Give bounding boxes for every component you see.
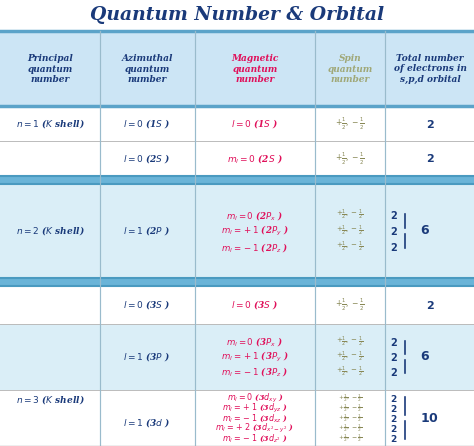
Text: Quantum Number & Orbital: Quantum Number & Orbital	[90, 6, 384, 24]
Text: $\mathbf{2}$: $\mathbf{2}$	[390, 225, 398, 237]
Text: $m_l = -1$ (2$P_z$ ): $m_l = -1$ (2$P_z$ )	[221, 240, 289, 253]
Text: $l = 0$ (3$S$ ): $l = 0$ (3$S$ )	[231, 298, 279, 311]
Bar	[0, 390, 474, 446]
Text: $+\frac{1}{2},-\frac{1}{2}$: $+\frac{1}{2},-\frac{1}{2}$	[338, 432, 362, 444]
Bar	[0, 176, 474, 184]
Text: $\mathbf{6}$: $\mathbf{6}$	[420, 224, 430, 238]
Text: $m_l = 0$ (2$S$ ): $m_l = 0$ (2$S$ )	[227, 152, 283, 165]
Text: $l = 1$ (2$P$ ): $l = 1$ (2$P$ )	[123, 224, 171, 237]
Text: $n = 3$ ($K$ shell): $n = 3$ ($K$ shell)	[16, 393, 84, 406]
Text: $\mathbf{2}$: $\mathbf{2}$	[390, 351, 398, 363]
Text: $l = 0$ (3$S$ ): $l = 0$ (3$S$ )	[123, 298, 171, 311]
Text: $+\frac{1}{2},-\frac{1}{2}$: $+\frac{1}{2},-\frac{1}{2}$	[337, 335, 364, 349]
Text: $+\frac{1}{2},-\frac{1}{2}$: $+\frac{1}{2},-\frac{1}{2}$	[338, 392, 362, 404]
Text: $m_l = -1$ (3$d_{z^2}$ ): $m_l = -1$ (3$d_{z^2}$ )	[222, 432, 288, 444]
Text: $+\frac{1}{2},-\frac{1}{2}$: $+\frac{1}{2},-\frac{1}{2}$	[337, 240, 364, 254]
Text: $\mathbf{2}$: $\mathbf{2}$	[426, 299, 434, 311]
Text: $l = 0$ (1$S$ ): $l = 0$ (1$S$ )	[231, 117, 279, 130]
Text: $m_l = 0$ (3$d_{xy}$ ): $m_l = 0$ (3$d_{xy}$ )	[227, 392, 283, 405]
Text: $+\frac{1}{2},-\frac{1}{2}$: $+\frac{1}{2},-\frac{1}{2}$	[337, 365, 364, 379]
Bar	[0, 0, 474, 31]
Text: $\mathbf{2}$: $\mathbf{2}$	[390, 413, 398, 424]
Text: $\mathbf{2}$: $\mathbf{2}$	[426, 153, 434, 165]
Text: $+\frac{1}{2},-\frac{1}{2}$: $+\frac{1}{2},-\frac{1}{2}$	[335, 150, 365, 167]
Text: $l = 0$ (2$S$ ): $l = 0$ (2$S$ )	[123, 152, 171, 165]
Text: Azimuthal
quantum
number: Azimuthal quantum number	[121, 54, 173, 84]
Text: $l = 1$ (3$P$ ): $l = 1$ (3$P$ )	[123, 351, 171, 363]
Text: $\mathbf{2}$: $\mathbf{2}$	[390, 422, 398, 434]
Text: $m_l = +2$ (3$d_{x^2-y^2}$ ): $m_l = +2$ (3$d_{x^2-y^2}$ )	[215, 421, 295, 434]
Text: $m_l = +1$ (3$P_y$ ): $m_l = +1$ (3$P_y$ )	[221, 350, 289, 364]
Bar	[0, 31, 474, 106]
Text: $\mathbf{6}$: $\mathbf{6}$	[420, 351, 430, 363]
Text: $n = 1$ ($K$ shell): $n = 1$ ($K$ shell)	[16, 117, 84, 130]
Bar	[0, 286, 474, 324]
Text: $+\frac{1}{2},-\frac{1}{2}$: $+\frac{1}{2},-\frac{1}{2}$	[337, 350, 364, 364]
Bar	[0, 324, 474, 390]
Text: Total number
of electrons in
s,p,d orbital: Total number of electrons in s,p,d orbit…	[393, 54, 466, 84]
Text: $m_l = -1$ (3$d_{xz}$ ): $m_l = -1$ (3$d_{xz}$ )	[222, 412, 288, 424]
Text: $\mathbf{10}$: $\mathbf{10}$	[420, 412, 439, 425]
Bar	[0, 184, 474, 278]
Text: $+\frac{1}{2},-\frac{1}{2}$: $+\frac{1}{2},-\frac{1}{2}$	[337, 224, 364, 238]
Text: $\mathbf{2}$: $\mathbf{2}$	[390, 392, 398, 404]
Text: $m_l = 0$ (2$P_x$ ): $m_l = 0$ (2$P_x$ )	[227, 208, 283, 222]
Text: $m_l = +1$ (2$P_y$ ): $m_l = +1$ (2$P_y$ )	[221, 224, 289, 238]
Text: $\mathbf{2}$: $\mathbf{2}$	[390, 241, 398, 253]
Text: Magnetic
quantum
number: Magnetic quantum number	[231, 54, 279, 84]
Text: $\mathbf{2}$: $\mathbf{2}$	[390, 209, 398, 221]
Text: $+\frac{1}{2},-\frac{1}{2}$: $+\frac{1}{2},-\frac{1}{2}$	[337, 208, 364, 222]
Bar	[0, 106, 474, 141]
Text: $+\frac{1}{2},-\frac{1}{2}$: $+\frac{1}{2},-\frac{1}{2}$	[338, 412, 362, 424]
Text: $m_l = 0$ (3$P_x$ ): $m_l = 0$ (3$P_x$ )	[227, 335, 283, 348]
Text: Spin
quantum
number: Spin quantum number	[328, 54, 373, 84]
Text: $\mathbf{2}$: $\mathbf{2}$	[426, 117, 434, 129]
Text: $+\frac{1}{2},-\frac{1}{2}$: $+\frac{1}{2},-\frac{1}{2}$	[338, 422, 362, 434]
Text: $l = 0$ (1$S$ ): $l = 0$ (1$S$ )	[123, 117, 171, 130]
Text: $\mathbf{2}$: $\mathbf{2}$	[390, 366, 398, 378]
Text: Principal
quantum
number: Principal quantum number	[27, 54, 73, 84]
Text: $\mathbf{2}$: $\mathbf{2}$	[390, 402, 398, 413]
Bar	[0, 141, 474, 176]
Text: $m_l = +1$ (3$d_{yz}$ ): $m_l = +1$ (3$d_{yz}$ )	[222, 401, 288, 414]
Bar	[0, 278, 474, 286]
Text: $+\frac{1}{2},-\frac{1}{2}$: $+\frac{1}{2},-\frac{1}{2}$	[338, 402, 362, 414]
Text: $+\frac{1}{2},-\frac{1}{2}$: $+\frac{1}{2},-\frac{1}{2}$	[335, 116, 365, 132]
Text: $l = 1$ (3$d$ ): $l = 1$ (3$d$ )	[123, 417, 171, 429]
Text: $\mathbf{2}$: $\mathbf{2}$	[390, 433, 398, 443]
Text: $n = 2$ ($K$ shell): $n = 2$ ($K$ shell)	[16, 224, 84, 237]
Text: $m_l = -1$ (3$P_z$ ): $m_l = -1$ (3$P_z$ )	[221, 366, 289, 379]
Text: $\mathbf{2}$: $\mathbf{2}$	[390, 336, 398, 348]
Text: $+\frac{1}{2},-\frac{1}{2}$: $+\frac{1}{2},-\frac{1}{2}$	[335, 297, 365, 313]
